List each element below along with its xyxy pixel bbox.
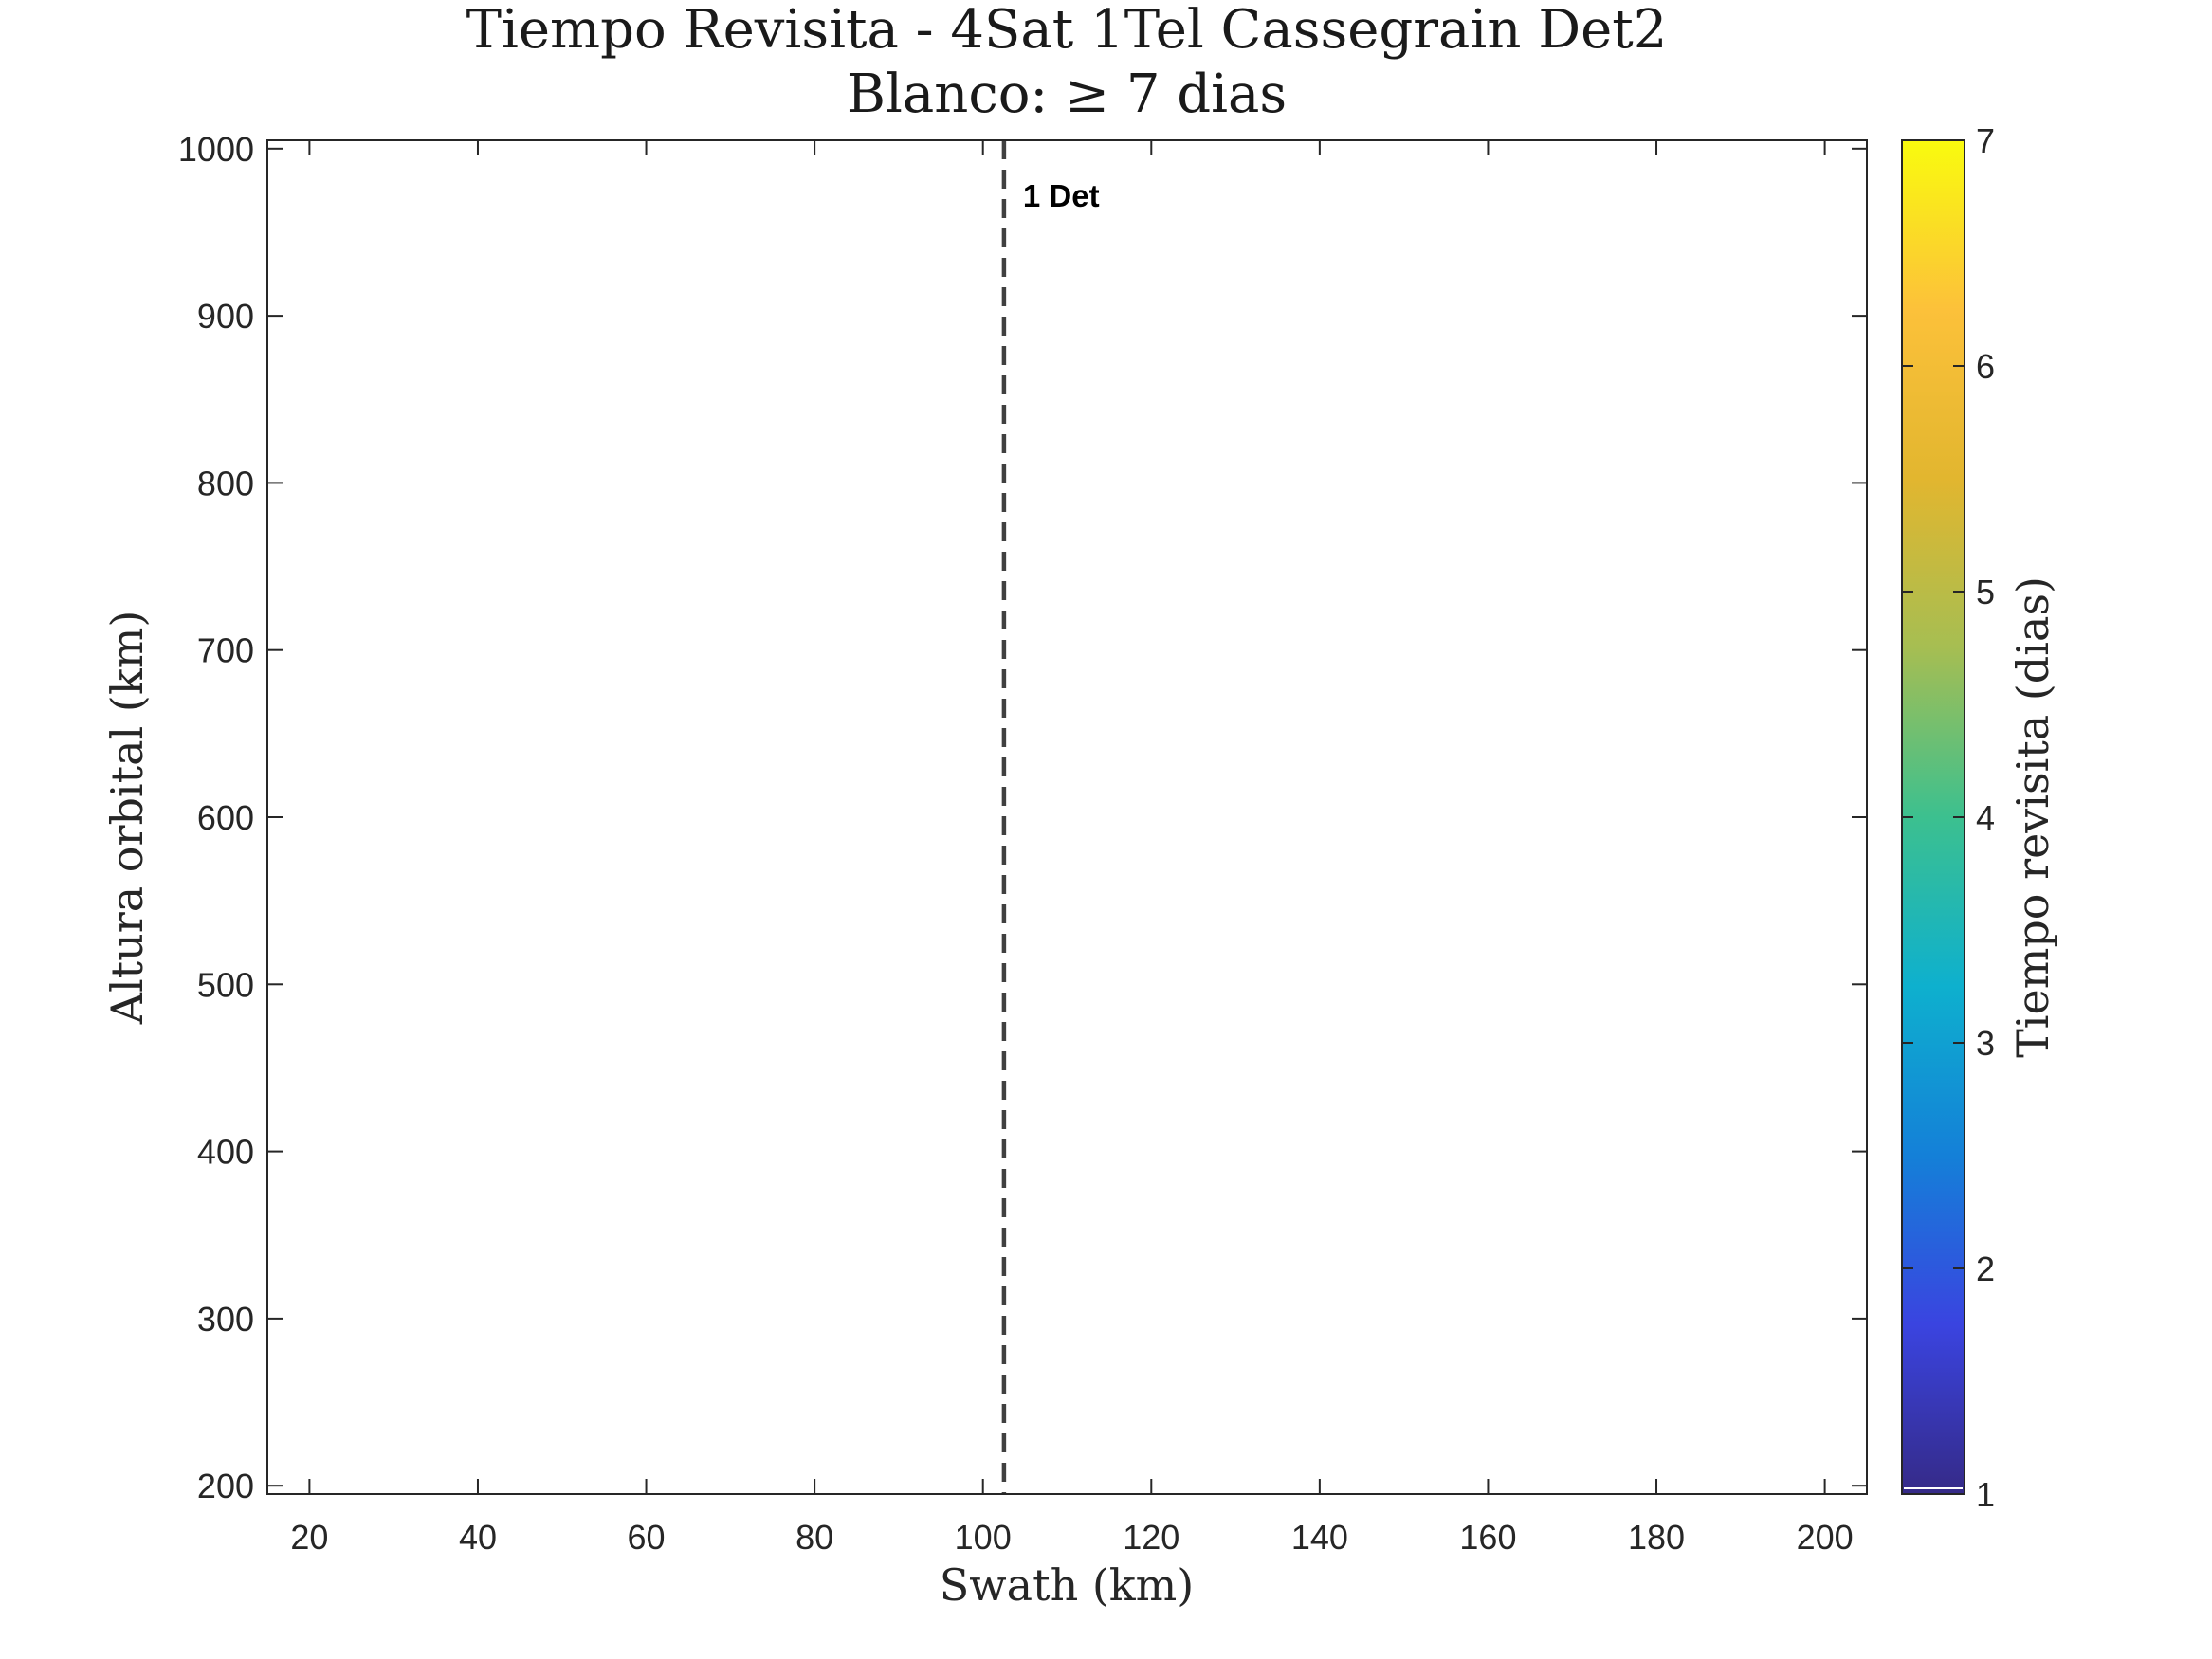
y-tick-label: 700 <box>197 631 254 670</box>
x-tick-label: 160 <box>1459 1518 1516 1557</box>
y-tick-label: 200 <box>197 1467 254 1505</box>
y-tick-label: 800 <box>197 464 254 502</box>
x-axis-label: Swath (km) <box>940 1559 1194 1611</box>
x-tick-label: 40 <box>459 1518 497 1557</box>
chart-subtitle: Blanco: ≥ 7 dias <box>847 64 1287 125</box>
y-tick-label: 600 <box>197 798 254 837</box>
x-tick-label: 60 <box>628 1518 666 1557</box>
colorbar-ticks: 1 2 3 4 5 6 7 <box>1902 121 1995 1514</box>
subtitle-symbol: ≥ <box>1065 64 1109 125</box>
x-tick-label: 180 <box>1628 1518 1685 1557</box>
colorbar-tick-label: 6 <box>1976 347 1995 386</box>
x-tick-label: 100 <box>955 1518 1012 1557</box>
vline-annotation-label: 1 Det <box>1023 178 1100 213</box>
plot-frame <box>266 139 1868 1495</box>
colorbar-tick-label: 5 <box>1976 573 1995 611</box>
colorbar-tick-label: 4 <box>1976 798 1995 837</box>
colorbar-tick-label: 2 <box>1976 1249 1995 1288</box>
y-tick-label: 400 <box>197 1133 254 1172</box>
colorbar-tick-label: 3 <box>1976 1024 1995 1063</box>
x-axis-ticks: 20 40 60 80 100 120 140 160 180 200 <box>290 140 1854 1557</box>
x-tick-label: 140 <box>1291 1518 1348 1557</box>
y-axis-label: Altura orbital (km) <box>101 611 153 1026</box>
annotations: 1 Det <box>1001 140 1100 1494</box>
subtitle-suffix: 7 dias <box>1126 64 1287 125</box>
subtitle-prefix: Blanco: <box>847 64 1048 125</box>
x-tick-label: 200 <box>1797 1518 1854 1557</box>
x-tick-label: 80 <box>795 1518 833 1557</box>
y-tick-label: 500 <box>197 965 254 1004</box>
colorbar-tick-label: 7 <box>1976 121 1995 160</box>
colorbar-tick-label: 1 <box>1976 1475 1995 1514</box>
y-tick-label: 1000 <box>178 130 254 169</box>
plot-area <box>267 140 1867 1494</box>
colorbar-frame <box>1901 139 1965 1495</box>
y-tick-label: 900 <box>197 297 254 336</box>
y-axis-ticks: 200 300 400 500 600 700 800 900 1000 <box>178 130 1867 1505</box>
x-tick-label: 120 <box>1123 1518 1179 1557</box>
y-tick-label: 300 <box>197 1300 254 1339</box>
x-tick-label: 20 <box>290 1518 328 1557</box>
chart-title: Tiempo Revisita - 4Sat 1Tel Cassegrain D… <box>466 0 1668 61</box>
colorbar-label: Tiempo revisita (dias) <box>2007 576 2058 1058</box>
